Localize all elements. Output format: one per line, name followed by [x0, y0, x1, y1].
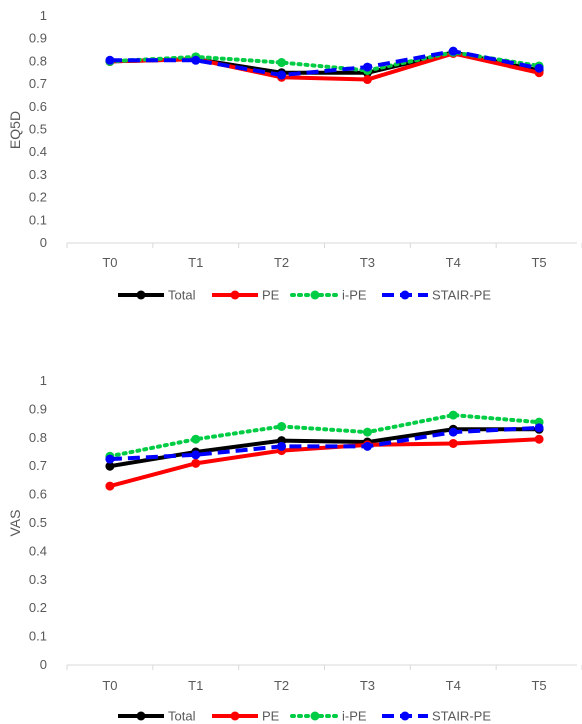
data-point-pe — [448, 438, 458, 448]
y-tick-label: 0.5 — [29, 515, 47, 530]
data-point-stair-pe — [277, 70, 287, 80]
legend-label-stair-pe: STAIR-PE — [432, 288, 491, 303]
y-tick-label: 0.3 — [29, 167, 47, 182]
y-axis-label: VAS — [7, 510, 23, 537]
x-tick-label: T0 — [102, 678, 117, 693]
x-tick-label: T5 — [531, 678, 546, 693]
data-point-i-pe — [277, 58, 287, 68]
y-tick-label: 0.3 — [29, 572, 47, 587]
eq5d-chart-svg: EQ5D 0 0.1 0.2 0.3 0.4 0.5 0.6 0.7 0.8 0.9 1 T0 T1 T2 T… — [7, 8, 582, 303]
legend-marker-pe — [230, 711, 240, 721]
y-tick-label: 0.8 — [29, 53, 47, 68]
y-tick-label: 0.2 — [29, 600, 47, 615]
y-tick-label: 0.4 — [29, 144, 47, 159]
legend-marker-stair-pe — [400, 711, 410, 721]
x-tick-label: T1 — [188, 678, 203, 693]
x-tick-label: T5 — [531, 255, 546, 270]
x-tick-label: T3 — [360, 678, 375, 693]
legend-label-total: Total — [168, 709, 196, 724]
y-tick-label: 0.7 — [29, 76, 47, 91]
data-point-stair-pe — [105, 454, 115, 464]
legend-label-stair-pe: STAIR-PE — [432, 709, 491, 724]
y-tick-label: 0.1 — [29, 212, 47, 227]
x-tick-label: T4 — [446, 678, 461, 693]
data-point-stair-pe — [448, 46, 458, 56]
x-tick-label: T0 — [102, 255, 117, 270]
data-point-stair-pe — [277, 441, 287, 451]
legend-marker-i-pe — [310, 290, 320, 300]
data-point-i-pe — [362, 427, 372, 437]
data-point-pe — [191, 458, 201, 468]
y-tick-label: 0.9 — [29, 31, 47, 46]
legend-label-i-pe: i-PE — [342, 288, 367, 303]
legend-label-pe: PE — [262, 288, 280, 303]
legend-marker-stair-pe — [400, 290, 410, 300]
series-line-i-pe — [107, 413, 542, 459]
data-point-stair-pe — [191, 450, 201, 460]
data-point-stair-pe — [105, 55, 115, 65]
eq5d-line-chart: EQ5D 0 0.1 0.2 0.3 0.4 0.5 0.6 0.7 0.8 0.9 1 T0 T1 T2 T… — [0, 0, 582, 320]
y-tick-label: 1 — [40, 8, 47, 23]
x-tick-label: T2 — [274, 678, 289, 693]
y-tick-label: 0.6 — [29, 487, 47, 502]
x-tick-label: T2 — [274, 255, 289, 270]
y-tick-label: 1 — [40, 373, 47, 388]
legend-marker-total — [136, 711, 146, 721]
data-point-i-pe — [448, 410, 458, 420]
data-point-pe — [105, 481, 115, 491]
data-point-total — [105, 461, 115, 471]
data-point-i-pe — [277, 421, 287, 431]
y-tick-label: 0.7 — [29, 458, 47, 473]
y-tick-label: 0 — [40, 235, 47, 250]
legend-label-pe: PE — [262, 709, 280, 724]
y-axis-label: EQ5D — [7, 111, 23, 149]
legend-marker-pe — [230, 290, 240, 300]
x-tick-label: T3 — [360, 255, 375, 270]
y-tick-label: 0.5 — [29, 122, 47, 137]
vas-line-chart: VAS 0 0.1 0.2 0.3 0.4 0.5 0.6 0.7 0.8 0.9 1 T0 T1 T2 T3… — [0, 360, 582, 724]
x-tick-label: T4 — [446, 255, 461, 270]
legend-marker-i-pe — [310, 711, 320, 721]
data-point-stair-pe — [534, 63, 544, 73]
data-point-stair-pe — [448, 427, 458, 437]
y-tick-label: 0.2 — [29, 190, 47, 205]
data-point-stair-pe — [362, 441, 372, 451]
data-point-stair-pe — [534, 423, 544, 433]
data-point-stair-pe — [191, 55, 201, 65]
series-line-stair-pe — [109, 49, 540, 78]
data-point-i-pe — [191, 434, 201, 444]
legend-label-i-pe: i-PE — [342, 709, 367, 724]
y-tick-label: 0.9 — [29, 401, 47, 416]
legend-label-total: Total — [168, 288, 196, 303]
x-tick-label: T1 — [188, 255, 203, 270]
data-point-stair-pe — [362, 62, 372, 72]
series-line-total — [109, 427, 540, 469]
data-point-pe — [362, 75, 372, 85]
y-tick-label: 0.6 — [29, 99, 47, 114]
y-tick-label: 0.1 — [29, 629, 47, 644]
legend-marker-total — [136, 290, 146, 300]
y-tick-label: 0 — [40, 657, 47, 672]
y-tick-label: 0.4 — [29, 543, 47, 558]
y-tick-label: 0.8 — [29, 430, 47, 445]
data-point-pe — [534, 434, 544, 444]
vas-chart-svg: VAS 0 0.1 0.2 0.3 0.4 0.5 0.6 0.7 0.8 0.9 1 T0 T1 T2 T3… — [7, 373, 582, 724]
series-line-pe — [109, 437, 540, 489]
